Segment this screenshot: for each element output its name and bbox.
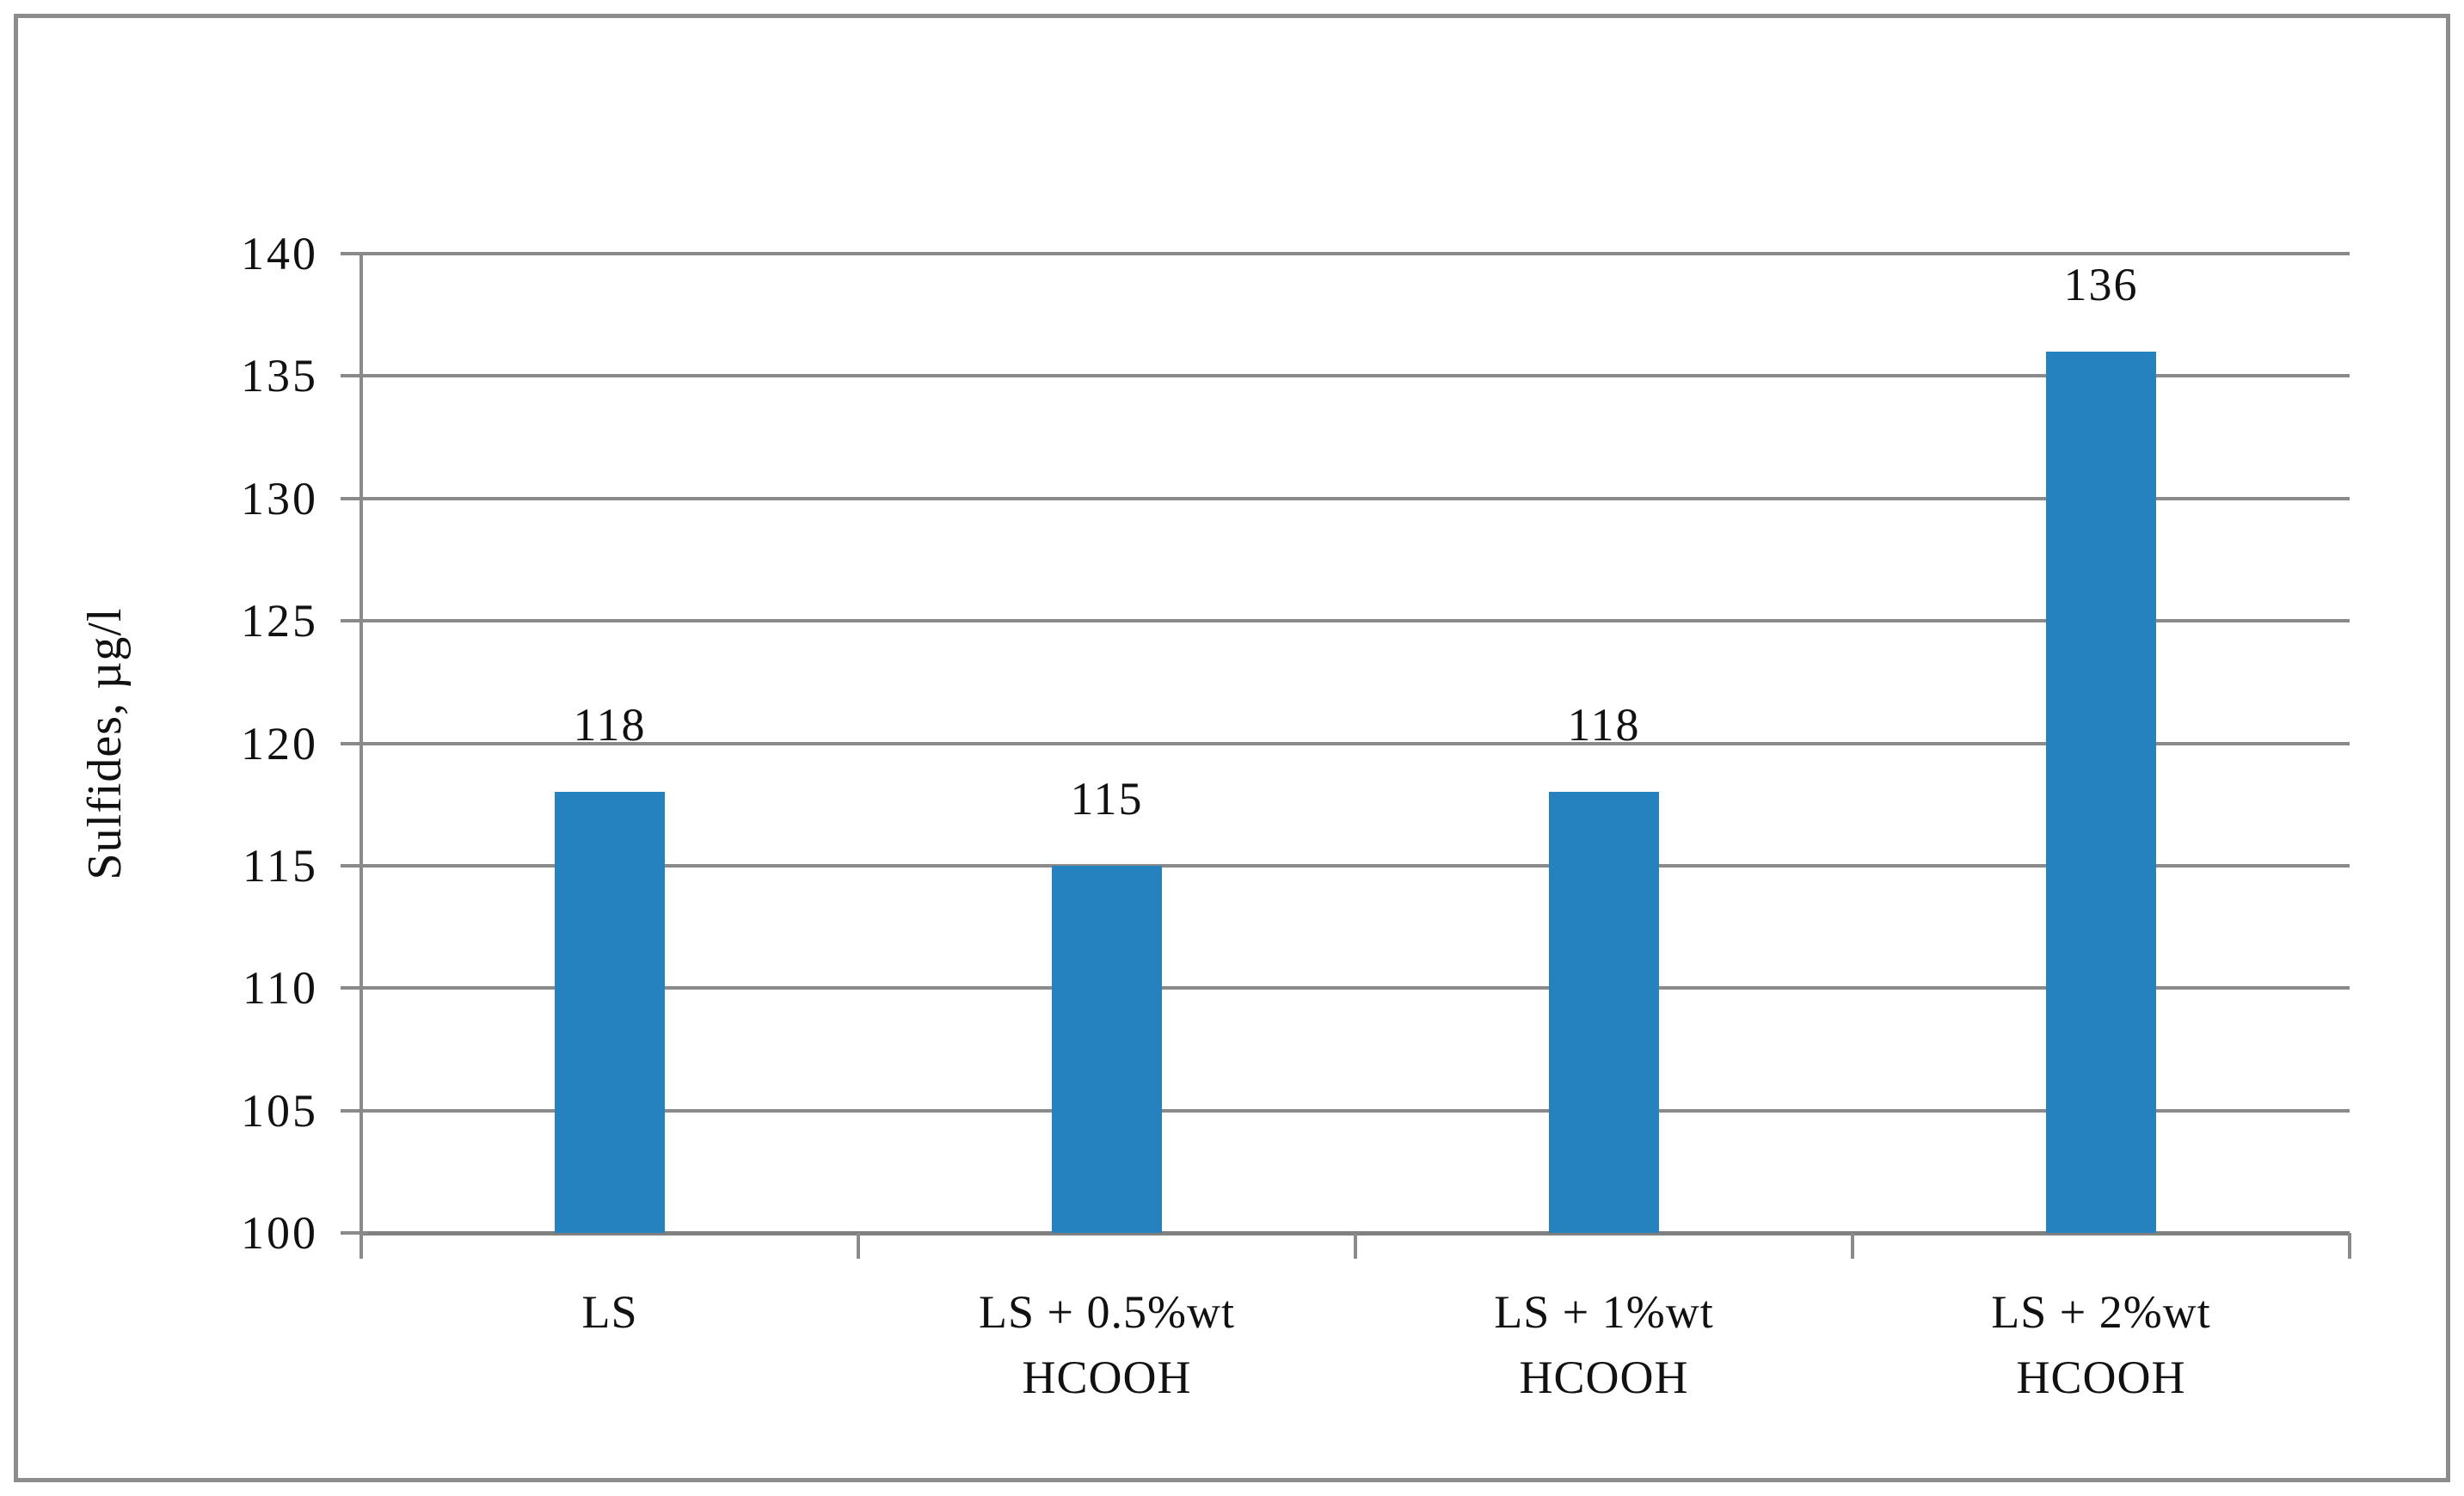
y-axis-tick-130	[341, 496, 368, 500]
x-axis-tick-3	[1851, 1233, 1854, 1259]
bar-4	[2046, 351, 2156, 1233]
gridline-125	[361, 619, 2350, 623]
y-tick-label-110: 110	[243, 962, 318, 1015]
gridline-120	[361, 741, 2350, 745]
y-tick-label-115: 115	[243, 839, 318, 892]
y-tick-label-120: 120	[241, 717, 318, 769]
category-label-3: LS + 1%wt HCOOH	[1494, 1286, 1714, 1403]
y-axis-tick-125	[341, 619, 368, 623]
figure-border	[14, 14, 2450, 1482]
x-axis-tick-2	[1354, 1233, 1357, 1259]
y-tick-label-135: 135	[241, 350, 318, 402]
y-tick-label-105: 105	[241, 1084, 318, 1137]
gridline-110	[361, 986, 2350, 990]
gridline-115	[361, 863, 2350, 868]
category-label-2: LS + 0.5%wt HCOOH	[979, 1286, 1235, 1403]
bar-2	[1052, 865, 1162, 1233]
x-axis-tick-4	[2348, 1233, 2351, 1259]
y-axis-line	[359, 252, 363, 1250]
y-axis-tick-100	[341, 1231, 368, 1235]
y-axis-tick-110	[341, 986, 368, 990]
y-axis-tick-105	[341, 1108, 368, 1113]
x-axis-tick-0	[359, 1233, 363, 1259]
category-label-4: LS + 2%wt HCOOH	[1991, 1286, 2211, 1403]
x-axis-tick-1	[857, 1233, 860, 1259]
data-label-4: 136	[2063, 258, 2139, 310]
category-label-1: LS	[581, 1286, 638, 1338]
gridline-130	[361, 496, 2350, 500]
y-axis-tick-115	[341, 863, 368, 868]
y-axis-tick-120	[341, 741, 368, 745]
bar-3	[1549, 792, 1659, 1233]
y-tick-label-125: 125	[241, 595, 318, 647]
data-label-3: 118	[1567, 699, 1641, 751]
bar-1	[555, 792, 665, 1233]
y-tick-label-130: 130	[241, 472, 318, 524]
y-tick-label-100: 100	[241, 1207, 318, 1259]
y-axis-tick-135	[341, 374, 368, 378]
data-label-1: 118	[573, 699, 647, 751]
y-tick-label-140: 140	[241, 228, 318, 279]
y-axis-tick-140	[341, 252, 368, 255]
gridline-105	[361, 1108, 2350, 1113]
gridline-135	[361, 374, 2350, 378]
data-label-2: 115	[1070, 772, 1144, 825]
gridline-140	[361, 252, 2350, 255]
